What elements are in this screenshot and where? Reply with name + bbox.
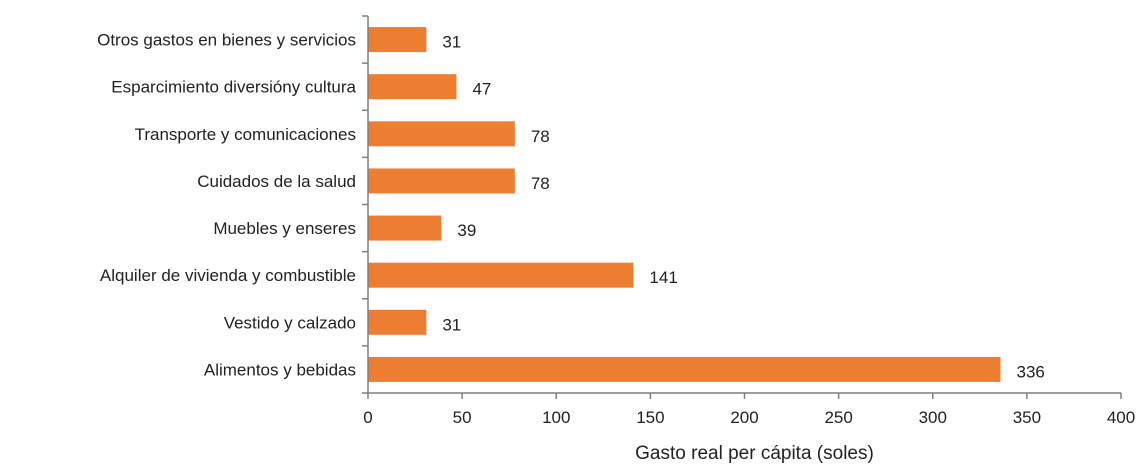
bar: [368, 27, 427, 53]
category-label: Otros gastos en bienes y servicios: [97, 31, 356, 50]
x-tick-label: 100: [542, 408, 570, 427]
category-label: Cuidados de la salud: [197, 172, 356, 191]
data-label: 141: [649, 268, 677, 287]
category-label: Alimentos y bebidas: [204, 360, 356, 379]
data-label: 47: [472, 80, 491, 99]
x-tick-label: 150: [636, 408, 664, 427]
data-label: 39: [457, 221, 476, 240]
x-tick-label: 350: [1013, 408, 1041, 427]
category-label: Alquiler de vivienda y combustible: [100, 266, 356, 285]
x-axis-title: Gasto real per cápita (soles): [635, 443, 874, 464]
x-tick-label: 50: [453, 408, 472, 427]
x-tick-label: 0: [363, 408, 372, 427]
axis-ticks: [362, 15, 1122, 399]
bar: [368, 215, 442, 241]
category-label: Esparcimiento diversióny cultura: [111, 78, 356, 97]
category-label: Transporte y comunicaciones: [135, 125, 356, 144]
axes: [367, 16, 1121, 394]
data-label: 31: [442, 33, 461, 52]
category-label: Vestido y calzado: [224, 313, 356, 332]
data-label: 31: [442, 315, 461, 334]
bars: [368, 27, 1001, 382]
bar: [368, 121, 515, 147]
bar: [368, 74, 457, 100]
data-labels: 31 47 78 78 39 141 31 336: [442, 33, 1045, 382]
data-label: 78: [531, 174, 550, 193]
bar: [368, 168, 515, 194]
x-tick-label: 400: [1107, 408, 1135, 427]
x-tick-labels: 0 50 100 150 200 250 300 350 400: [363, 408, 1135, 427]
data-label: 336: [1017, 362, 1045, 381]
x-tick-label: 250: [824, 408, 852, 427]
bar: [368, 262, 634, 288]
category-labels: Otros gastos en bienes y servicios Esparc…: [97, 31, 356, 380]
data-label: 78: [531, 127, 550, 146]
bar: [368, 356, 1001, 382]
x-tick-label: 300: [919, 408, 947, 427]
x-tick-label: 200: [730, 408, 758, 427]
bar: [368, 309, 427, 335]
category-label: Muebles y enseres: [213, 219, 356, 238]
